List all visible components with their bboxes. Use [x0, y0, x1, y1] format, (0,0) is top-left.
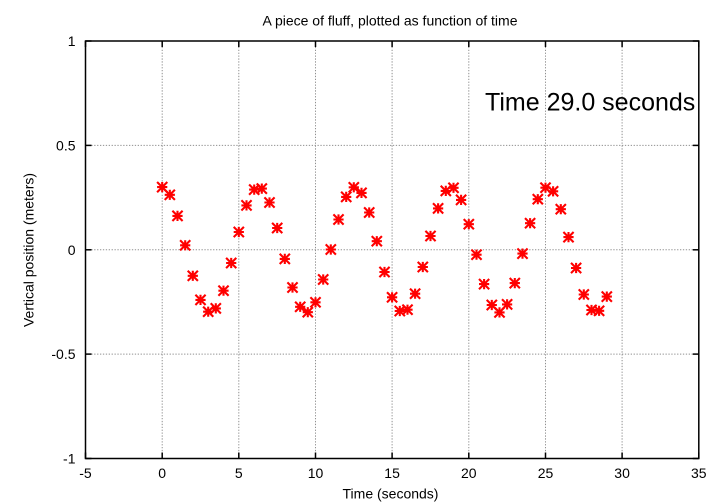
svg-text:25: 25: [538, 465, 554, 481]
svg-text:-1: -1: [63, 451, 76, 467]
svg-text:15: 15: [384, 465, 400, 481]
svg-text:Time 29.0 seconds: Time 29.0 seconds: [485, 89, 695, 117]
svg-text:Vertical position (meters): Vertical position (meters): [21, 173, 37, 327]
svg-text:0: 0: [68, 242, 76, 258]
svg-text:-0.5: -0.5: [51, 346, 75, 362]
svg-text:20: 20: [461, 465, 477, 481]
svg-text:35: 35: [691, 465, 707, 481]
svg-text:1: 1: [68, 33, 76, 49]
svg-text:Time (seconds): Time (seconds): [343, 486, 439, 502]
svg-text:10: 10: [308, 465, 324, 481]
svg-text:30: 30: [614, 465, 630, 481]
svg-text:0: 0: [158, 465, 166, 481]
svg-text:5: 5: [235, 465, 243, 481]
svg-text:0.5: 0.5: [56, 137, 76, 153]
svg-text:-5: -5: [79, 465, 92, 481]
svg-text:A piece of fluff, plotted as f: A piece of fluff, plotted as function of…: [262, 13, 517, 29]
